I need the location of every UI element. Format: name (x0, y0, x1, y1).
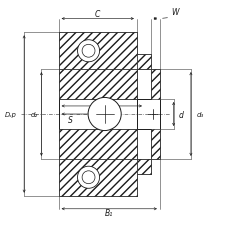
Circle shape (88, 98, 121, 131)
Text: B₁: B₁ (105, 208, 113, 217)
Text: d₃: d₃ (196, 112, 203, 117)
Polygon shape (150, 129, 159, 159)
Polygon shape (58, 70, 136, 100)
Circle shape (77, 41, 99, 63)
Text: d₂: d₂ (30, 112, 38, 117)
Text: S: S (67, 115, 72, 124)
Polygon shape (136, 159, 150, 174)
Polygon shape (150, 70, 159, 100)
Polygon shape (58, 129, 136, 159)
Text: B: B (98, 106, 103, 115)
Text: Dₛp: Dₛp (5, 112, 17, 117)
Text: d: d (177, 110, 182, 119)
Text: C: C (95, 10, 100, 19)
Polygon shape (136, 55, 150, 70)
Text: W: W (171, 8, 178, 17)
Polygon shape (58, 33, 136, 70)
Circle shape (77, 166, 99, 188)
Polygon shape (58, 159, 136, 196)
